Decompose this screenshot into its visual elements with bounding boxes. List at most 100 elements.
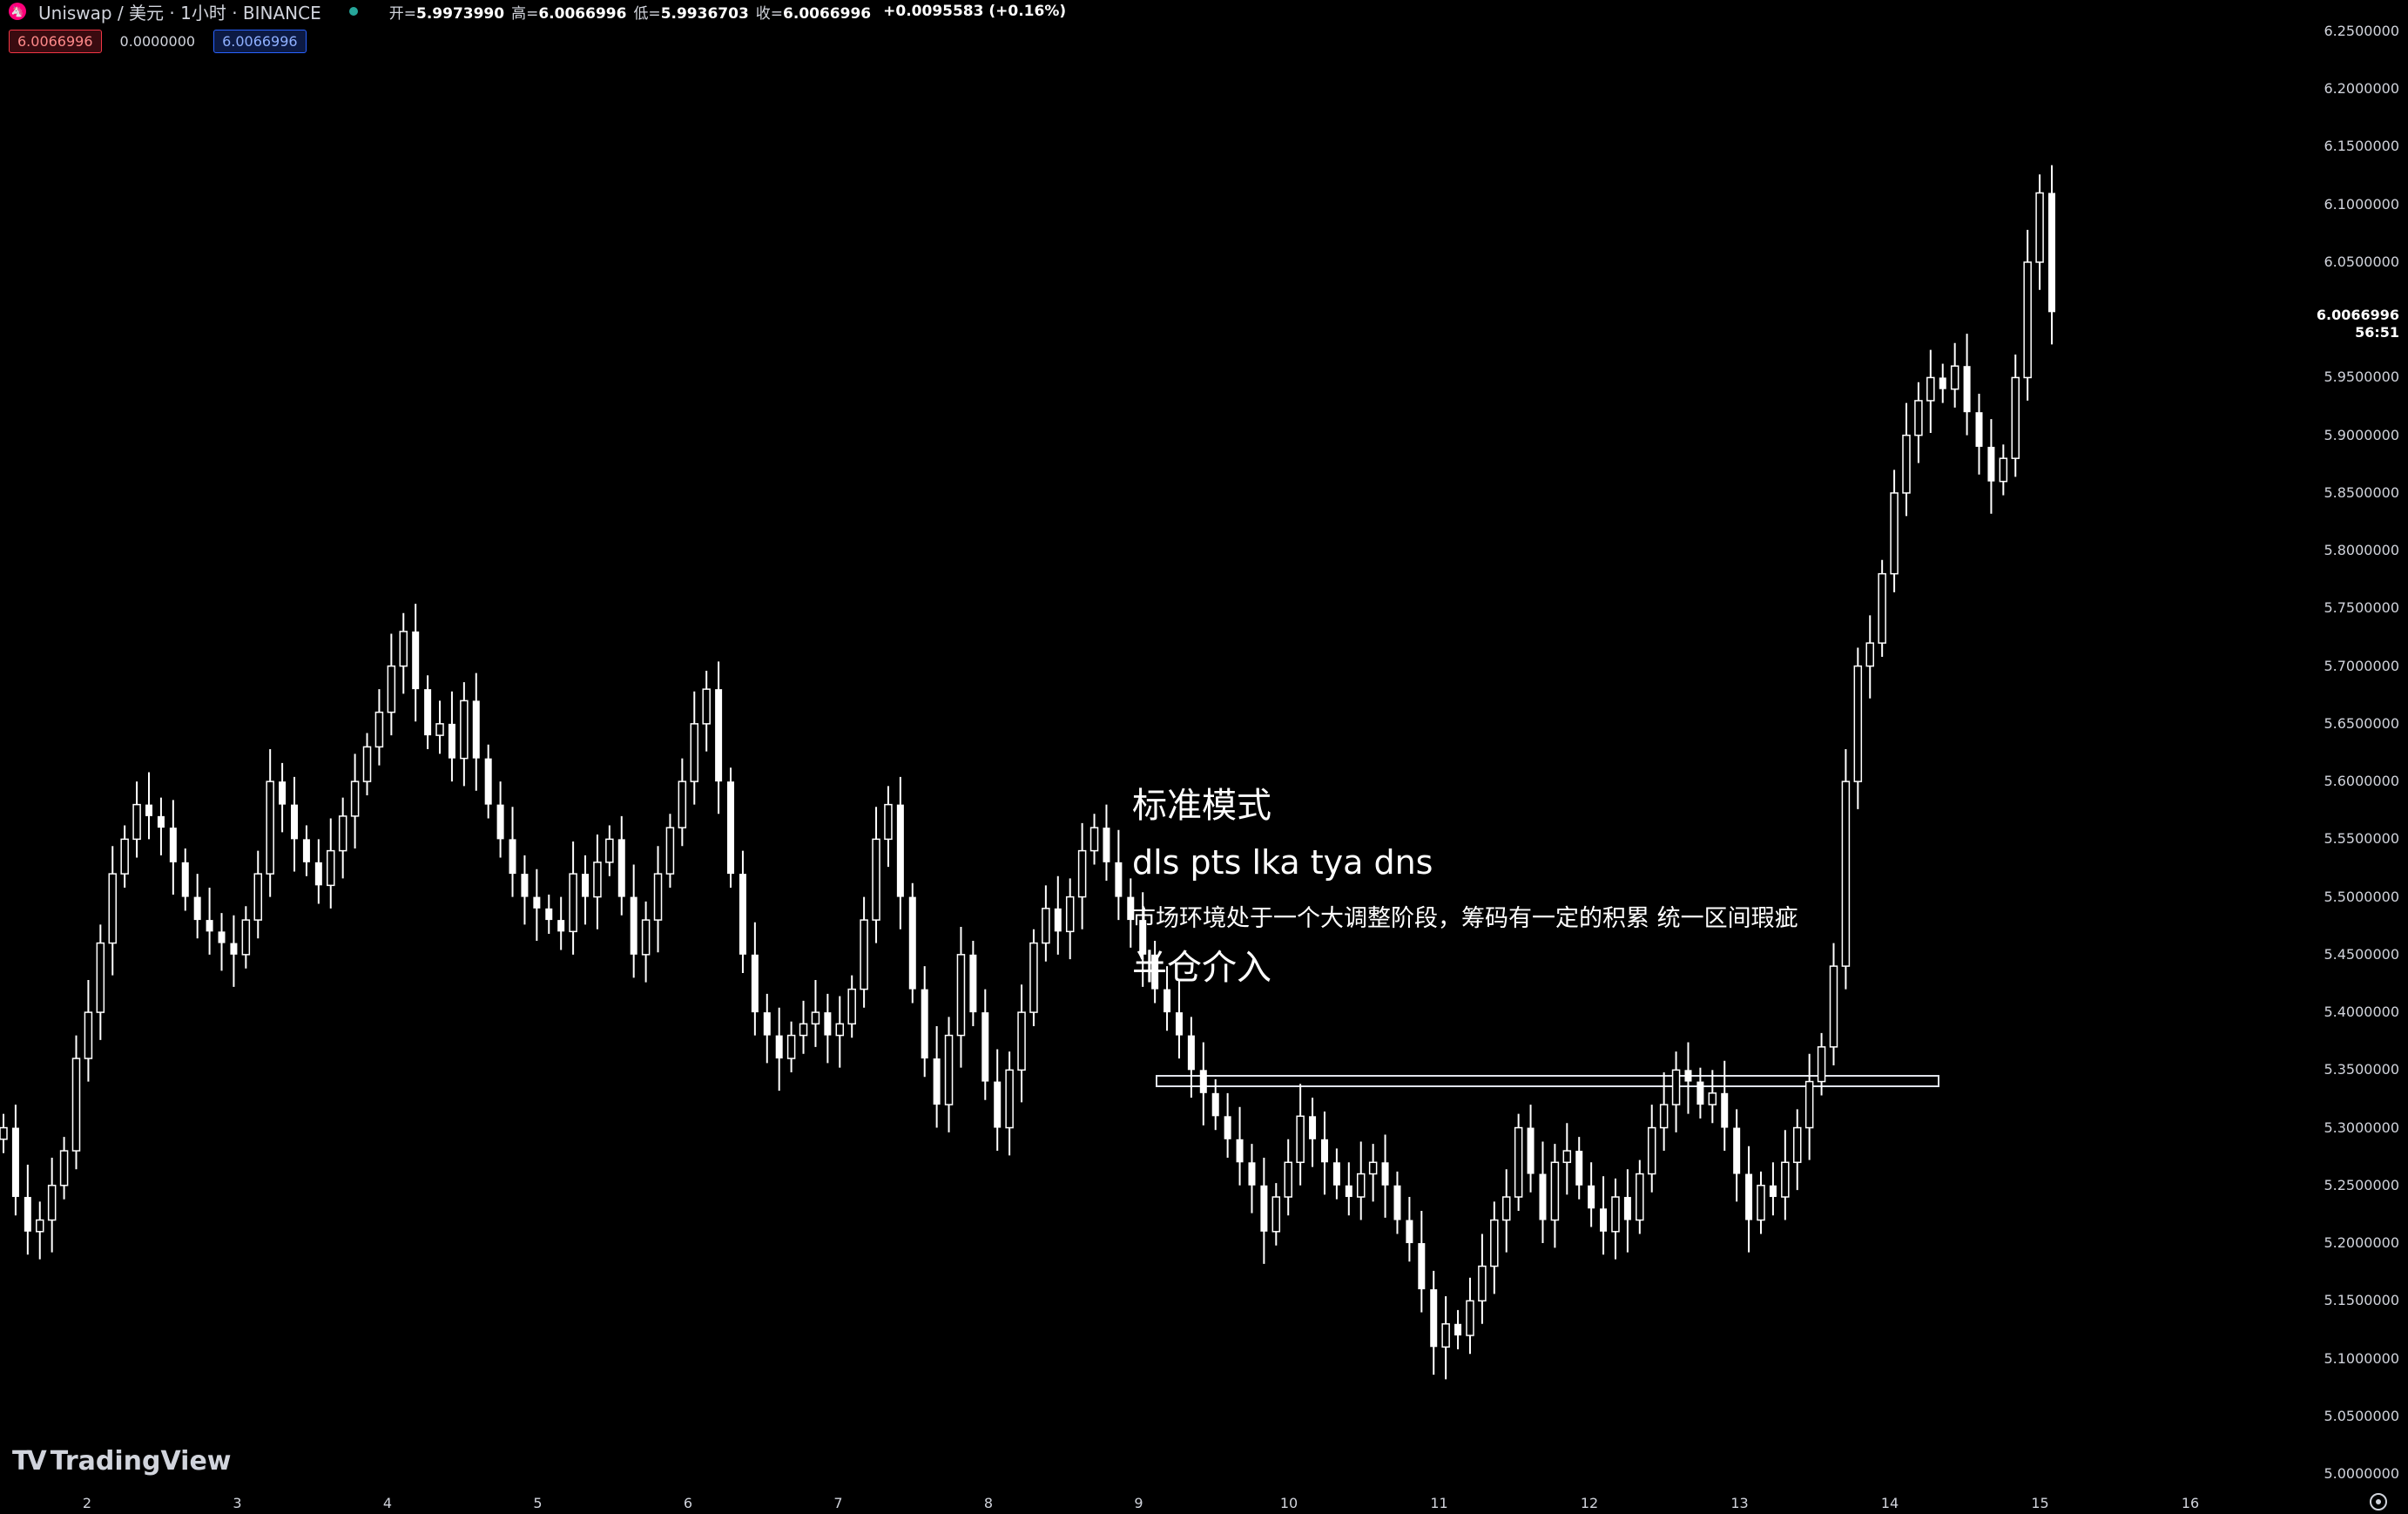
candle-body bbox=[533, 896, 541, 909]
candle-body bbox=[569, 873, 577, 933]
candle-body bbox=[1478, 1265, 1487, 1302]
time-axis-label: 3 bbox=[233, 1495, 242, 1511]
annotation-title[interactable]: 标准模式 bbox=[1132, 786, 1271, 826]
candle-body bbox=[47, 1185, 57, 1221]
price-axis-label: 5.3500000 bbox=[2324, 1061, 2399, 1078]
price-axis-label: 5.9500000 bbox=[2324, 368, 2399, 386]
candle-body bbox=[727, 781, 735, 875]
candle-body bbox=[338, 815, 347, 852]
candle-body bbox=[1939, 377, 1946, 389]
sell-price-button[interactable]: 6.0066996 bbox=[9, 30, 102, 53]
candle-body bbox=[241, 919, 251, 956]
candle-body bbox=[1696, 1081, 1704, 1105]
annotation-action[interactable]: 半仓介入 bbox=[1132, 948, 1271, 988]
symbol-title[interactable]: Uniswap / 美元 · 1小时 · BINANCE bbox=[38, 2, 321, 24]
candle-body bbox=[1054, 908, 1062, 932]
candle-body bbox=[872, 838, 880, 921]
candle-body bbox=[266, 781, 274, 875]
ohlc-values: 开=5.9973990 高=6.0066996 低=5.9936703 收=6.… bbox=[389, 1, 871, 23]
candle-body bbox=[424, 689, 432, 736]
candle-body bbox=[799, 1023, 808, 1037]
candle-body bbox=[1029, 942, 1038, 1013]
candle-body bbox=[1175, 1012, 1183, 1036]
price-range-box[interactable] bbox=[1156, 1075, 1939, 1087]
candle-body bbox=[132, 803, 141, 841]
price-axis-label: 6.2000000 bbox=[2324, 80, 2399, 98]
candle-body bbox=[835, 1023, 845, 1037]
candle-body bbox=[362, 746, 372, 782]
price-axis-label: 5.0500000 bbox=[2324, 1407, 2399, 1424]
candle-body bbox=[1647, 1126, 1656, 1175]
tradingview-logo-icon: TV bbox=[12, 1446, 47, 1477]
candle-body bbox=[0, 1126, 8, 1140]
candle-body bbox=[908, 896, 916, 990]
market-status-icon[interactable] bbox=[348, 7, 358, 16]
time-axis-label: 12 bbox=[1580, 1495, 1599, 1511]
candle-body bbox=[460, 700, 469, 760]
candle-body bbox=[1260, 1185, 1268, 1232]
ohlc-open-value: 5.9973990 bbox=[416, 4, 505, 23]
tradingview-logo[interactable]: TV TradingView bbox=[12, 1446, 232, 1477]
candle-body bbox=[653, 873, 663, 921]
annotation-codes[interactable]: dls pts lka tya dns bbox=[1132, 843, 1433, 882]
candle-body bbox=[1406, 1220, 1413, 1244]
candle-body bbox=[1769, 1185, 1777, 1198]
candle-body bbox=[956, 954, 966, 1037]
candle-body bbox=[1271, 1196, 1281, 1233]
candle-body bbox=[2035, 192, 2044, 263]
price-axis-label: 6.2500000 bbox=[2324, 23, 2399, 39]
candle-body bbox=[11, 1127, 19, 1198]
candle-body bbox=[1248, 1162, 1256, 1186]
candle-body bbox=[2023, 261, 2032, 379]
candle-body bbox=[59, 1150, 69, 1186]
ohlc-close-key: 收= bbox=[755, 4, 784, 23]
time-axis-label: 16 bbox=[2181, 1495, 2200, 1511]
candle-body bbox=[1199, 1070, 1207, 1093]
candle-body bbox=[472, 700, 480, 759]
candle-body bbox=[496, 804, 504, 840]
time-axis-label: 10 bbox=[1279, 1495, 1298, 1511]
price-axis-label: 6.1500000 bbox=[2324, 138, 2399, 155]
price-axis-label: 5.8500000 bbox=[2324, 483, 2399, 501]
bar-countdown: 56:51 bbox=[2355, 324, 2399, 341]
candle-body bbox=[1745, 1173, 1753, 1220]
candle-body bbox=[327, 849, 335, 887]
candle-body bbox=[739, 874, 746, 955]
candle-body bbox=[811, 1011, 820, 1025]
candle-body bbox=[630, 896, 637, 955]
candle-body bbox=[1975, 412, 1983, 447]
price-axis-label: 5.9000000 bbox=[2324, 426, 2399, 443]
candle-body bbox=[253, 873, 263, 921]
candle-body bbox=[206, 920, 213, 932]
candle-body bbox=[1792, 1126, 1802, 1164]
candlestick-series bbox=[0, 165, 2055, 1380]
candle-body bbox=[302, 839, 310, 862]
buy-price-button[interactable]: 6.0066996 bbox=[213, 30, 307, 53]
candle-body bbox=[71, 1058, 81, 1152]
candle-body bbox=[2011, 376, 2020, 459]
price-axis-label: 5.1000000 bbox=[2324, 1349, 2399, 1367]
candle-body bbox=[218, 931, 226, 943]
annotation-description[interactable]: 市场环境处于一个大调整阶段，筹码有一定的积累 统一区间瑕疵 bbox=[1132, 905, 1798, 932]
ohlc-close-value: 6.0066996 bbox=[783, 4, 872, 23]
uniswap-logo-icon[interactable]: 🦄 bbox=[9, 3, 26, 20]
candle-body bbox=[291, 804, 299, 840]
candle-body bbox=[665, 827, 675, 875]
price-axis-label: 5.6500000 bbox=[2324, 714, 2399, 732]
candle-body bbox=[751, 954, 759, 1013]
candle-body bbox=[1466, 1300, 1474, 1336]
symbol-legend: 🦄 Uniswap / 美元 · 1小时 · BINANCE 开=5.99739… bbox=[9, 0, 1066, 24]
candle-body bbox=[1853, 665, 1863, 782]
time-axis-label: 13 bbox=[1730, 1495, 1749, 1511]
candle-body bbox=[84, 1011, 93, 1059]
ohlc-low-key: 低= bbox=[633, 4, 661, 23]
candle-body bbox=[1829, 965, 1838, 1048]
settings-gear-icon[interactable] bbox=[2370, 1493, 2387, 1511]
candle-body bbox=[1659, 1104, 1669, 1129]
candle-body bbox=[690, 723, 699, 782]
time-axis-label: 11 bbox=[1430, 1495, 1448, 1511]
candle-body bbox=[145, 804, 153, 816]
time-axis-label: 2 bbox=[82, 1495, 92, 1511]
candle-body bbox=[1089, 827, 1099, 852]
